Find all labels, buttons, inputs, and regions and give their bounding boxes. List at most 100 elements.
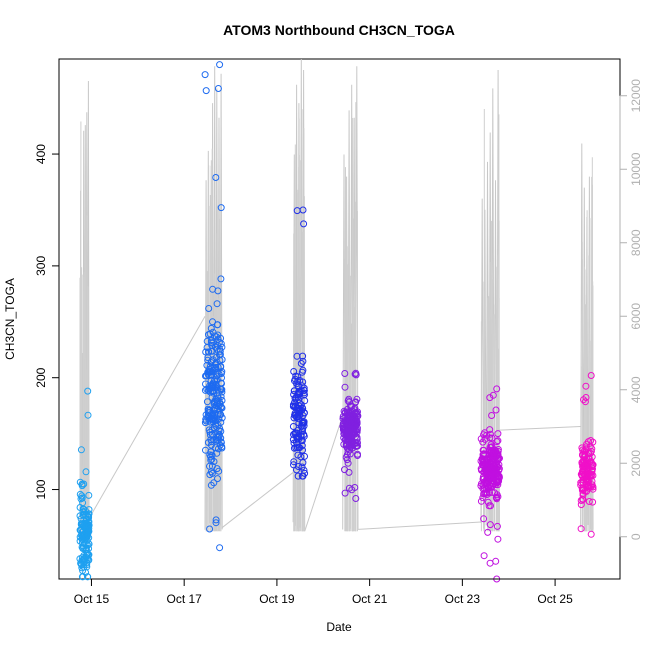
data-point (76, 490, 84, 498)
data-point (83, 536, 91, 544)
data-point (214, 85, 222, 92)
data-point (211, 376, 219, 383)
data-point (494, 437, 502, 445)
data-point (297, 360, 305, 367)
y-axis: 100 200 300 400 (34, 144, 60, 500)
data-point (352, 369, 360, 377)
x-tick-label: Oct 17 (167, 592, 203, 606)
data-point (483, 489, 491, 496)
data-point (351, 484, 359, 491)
data-point (346, 450, 354, 458)
data-point (298, 442, 306, 450)
y2-axis: 0 2000 4000 6000 8000 10000 12000 (619, 79, 643, 540)
data-point (354, 450, 361, 458)
data-point (585, 455, 593, 463)
data-point (486, 559, 494, 567)
data-point (216, 351, 224, 359)
data-point (291, 403, 299, 411)
data-point (341, 370, 349, 377)
data-point (477, 497, 485, 505)
altitude-links (88, 315, 581, 532)
x-tick-label: Oct 23 (445, 592, 481, 606)
data-point (210, 364, 218, 372)
data-point (492, 557, 500, 565)
data-point (209, 285, 217, 293)
data-point (492, 406, 500, 414)
data-point (212, 359, 220, 367)
data-point (79, 499, 87, 507)
data-point (481, 435, 489, 443)
data-point (587, 447, 595, 455)
data-point (480, 552, 488, 560)
data-point (293, 466, 300, 474)
data-point (343, 456, 351, 464)
data-point (491, 460, 499, 468)
data-point (83, 549, 91, 557)
data-point (207, 337, 215, 344)
data-point (201, 71, 209, 79)
y-tick-label: 200 (34, 367, 48, 387)
data-point (486, 394, 494, 402)
data-point (210, 416, 218, 424)
data-point (210, 458, 218, 465)
data-point (84, 387, 92, 395)
data-point (212, 174, 220, 181)
altitude-link-1 (88, 315, 206, 519)
data-point (202, 372, 209, 380)
data-point (79, 573, 87, 581)
data-point (587, 372, 595, 379)
data-point (202, 87, 210, 95)
y-axis-label: CH3CN_TOGA (3, 278, 17, 360)
data-point (214, 475, 221, 483)
data-point (481, 429, 489, 437)
data-point (296, 411, 304, 419)
data-point (577, 470, 585, 478)
data-point (481, 466, 489, 474)
data-point (340, 427, 348, 435)
data-point (294, 472, 302, 480)
data-point (209, 318, 216, 326)
plot-frame (58, 58, 621, 580)
data-point (203, 398, 211, 406)
data-point (294, 441, 302, 449)
data-point (290, 439, 298, 447)
data-point (480, 461, 488, 469)
data-point (577, 525, 585, 533)
data-point (581, 450, 589, 458)
data-point (291, 387, 298, 395)
data-point (290, 431, 297, 438)
data-point (84, 529, 92, 537)
data-point (486, 426, 494, 434)
data-point (492, 461, 500, 469)
ch3cn-points (76, 61, 597, 583)
data-point (77, 446, 85, 454)
x-tick-label: Oct 25 (537, 592, 573, 606)
data-point (77, 495, 85, 503)
data-point (352, 418, 359, 426)
data-point (212, 372, 220, 380)
data-point (494, 430, 502, 438)
data-point (478, 455, 486, 463)
data-point (493, 438, 501, 446)
data-point (210, 400, 218, 408)
data-point (490, 477, 498, 485)
altitude-link-3 (304, 415, 344, 532)
data-point (209, 387, 217, 395)
x-tick-label: Oct 21 (352, 592, 388, 606)
data-point (217, 393, 225, 401)
data-point (301, 452, 308, 460)
data-point (85, 491, 93, 499)
data-point (205, 368, 213, 376)
data-point (351, 422, 359, 430)
data-point (203, 344, 211, 351)
y2-tick-label: 2000 (629, 450, 643, 477)
data-point (345, 395, 353, 403)
data-point (208, 451, 216, 459)
data-point (295, 419, 303, 427)
data-point (290, 461, 297, 469)
data-point (589, 498, 597, 506)
data-point (486, 489, 493, 497)
data-point (295, 399, 303, 407)
data-point (78, 557, 86, 565)
